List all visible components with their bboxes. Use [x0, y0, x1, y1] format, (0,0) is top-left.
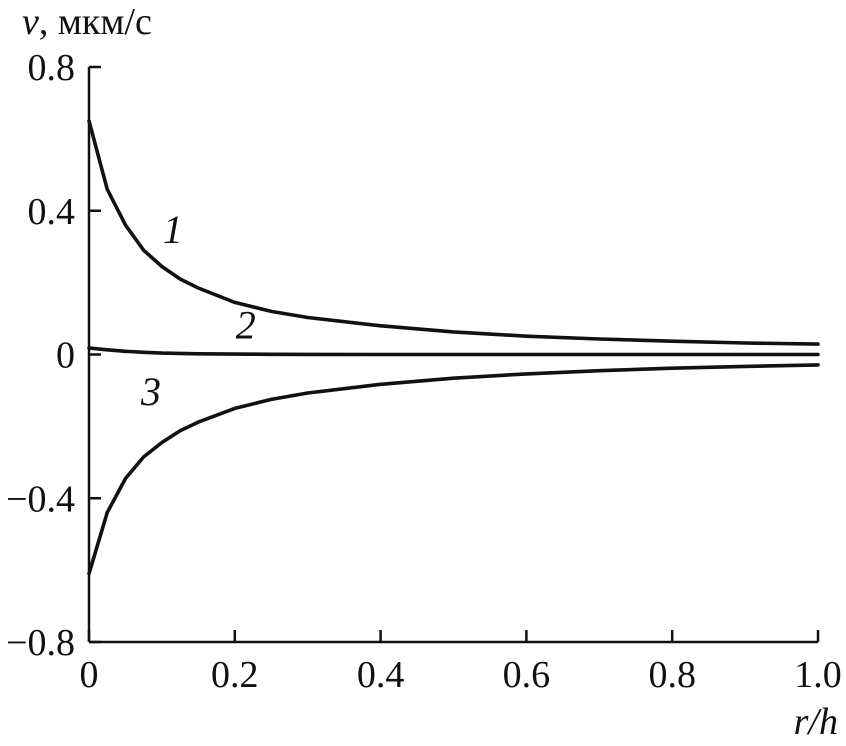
y-tick-label: 0.8 [28, 47, 76, 89]
series-labels: 1 2 3 [140, 207, 256, 414]
series-line-2 [87, 346, 820, 357]
x-tick-label: 0 [80, 654, 99, 696]
x-tick-label: 0.4 [357, 654, 405, 696]
series-line-3 [87, 363, 820, 576]
x-tick-label: 0.8 [648, 654, 696, 696]
series-line-1 [87, 119, 820, 346]
y-tick-label: −0.8 [6, 622, 75, 664]
x-tick-label: 0.6 [503, 654, 551, 696]
series-label-1: 1 [163, 207, 183, 252]
y-axis-var: v [22, 1, 39, 43]
series-label-3: 3 [140, 369, 161, 414]
y-tick-label: −0.4 [6, 478, 75, 520]
x-axis-title: r/h [794, 701, 838, 743]
y-tick-label: 0.4 [28, 191, 76, 233]
x-tick-label: 0.2 [211, 654, 259, 696]
y-axis-title: v, мкм/с [22, 1, 152, 43]
axes: 0.80.40−0.4−0.80 0.2 0.4 0.6 0.8 1.0 [6, 47, 842, 696]
y-axis-unit: , мкм/с [39, 1, 152, 43]
series-label-2: 2 [236, 302, 256, 347]
series-curves [87, 119, 820, 576]
x-tick-label: 1.0 [794, 654, 842, 696]
y-tick-label: 0 [56, 335, 75, 377]
